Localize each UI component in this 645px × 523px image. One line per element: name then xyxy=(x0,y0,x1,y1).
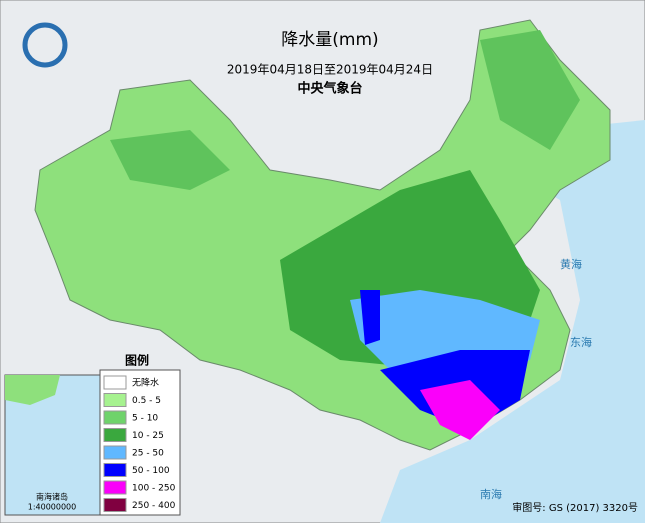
inset-land xyxy=(5,375,60,405)
legend-swatch xyxy=(103,480,127,495)
legend-swatch xyxy=(103,498,127,512)
legend-title: 图例 xyxy=(125,353,149,368)
legend-label: 250 - 400 xyxy=(132,501,176,511)
legend-label: 0.5 - 5 xyxy=(132,396,161,406)
rain-area xyxy=(110,130,230,190)
sea-label: 东海 xyxy=(570,335,592,349)
legend-swatch xyxy=(103,445,127,460)
inset-scale: 1:40000000 xyxy=(28,503,77,512)
legend-label: 无降水 xyxy=(132,377,159,389)
rain-area xyxy=(420,380,500,440)
title: 降水量(mm) xyxy=(281,30,378,50)
legend-swatch xyxy=(103,463,127,477)
agency: 中央气象台 xyxy=(297,81,362,97)
legend-label: 100 - 250 xyxy=(132,484,176,494)
legend-label: 50 - 100 xyxy=(132,466,170,476)
sea-label: 南海 xyxy=(480,487,502,501)
approval: 审图号: GS (2017) 3320号 xyxy=(512,501,638,514)
sea-label: 黄海 xyxy=(560,257,582,271)
rain-area xyxy=(360,290,380,345)
legend-swatch xyxy=(103,393,127,407)
rain-area xyxy=(480,30,580,150)
sea xyxy=(380,120,645,523)
legend-swatch xyxy=(103,375,127,390)
legend-swatch xyxy=(103,428,127,442)
legend-label: 5 - 10 xyxy=(132,414,158,424)
inset-title: 南海诸岛 xyxy=(36,492,68,502)
legend-label: 25 - 50 xyxy=(132,449,164,459)
legend-label: 10 - 25 xyxy=(132,431,164,441)
period: 2019年04月18日至2019年04月24日 xyxy=(227,63,433,77)
logo xyxy=(22,22,68,68)
legend: 无降水 0.5 - 5 5 - 10 10 - 25 25 - 50 50 - 100 10… xyxy=(103,375,176,512)
legend-swatch xyxy=(103,410,127,425)
